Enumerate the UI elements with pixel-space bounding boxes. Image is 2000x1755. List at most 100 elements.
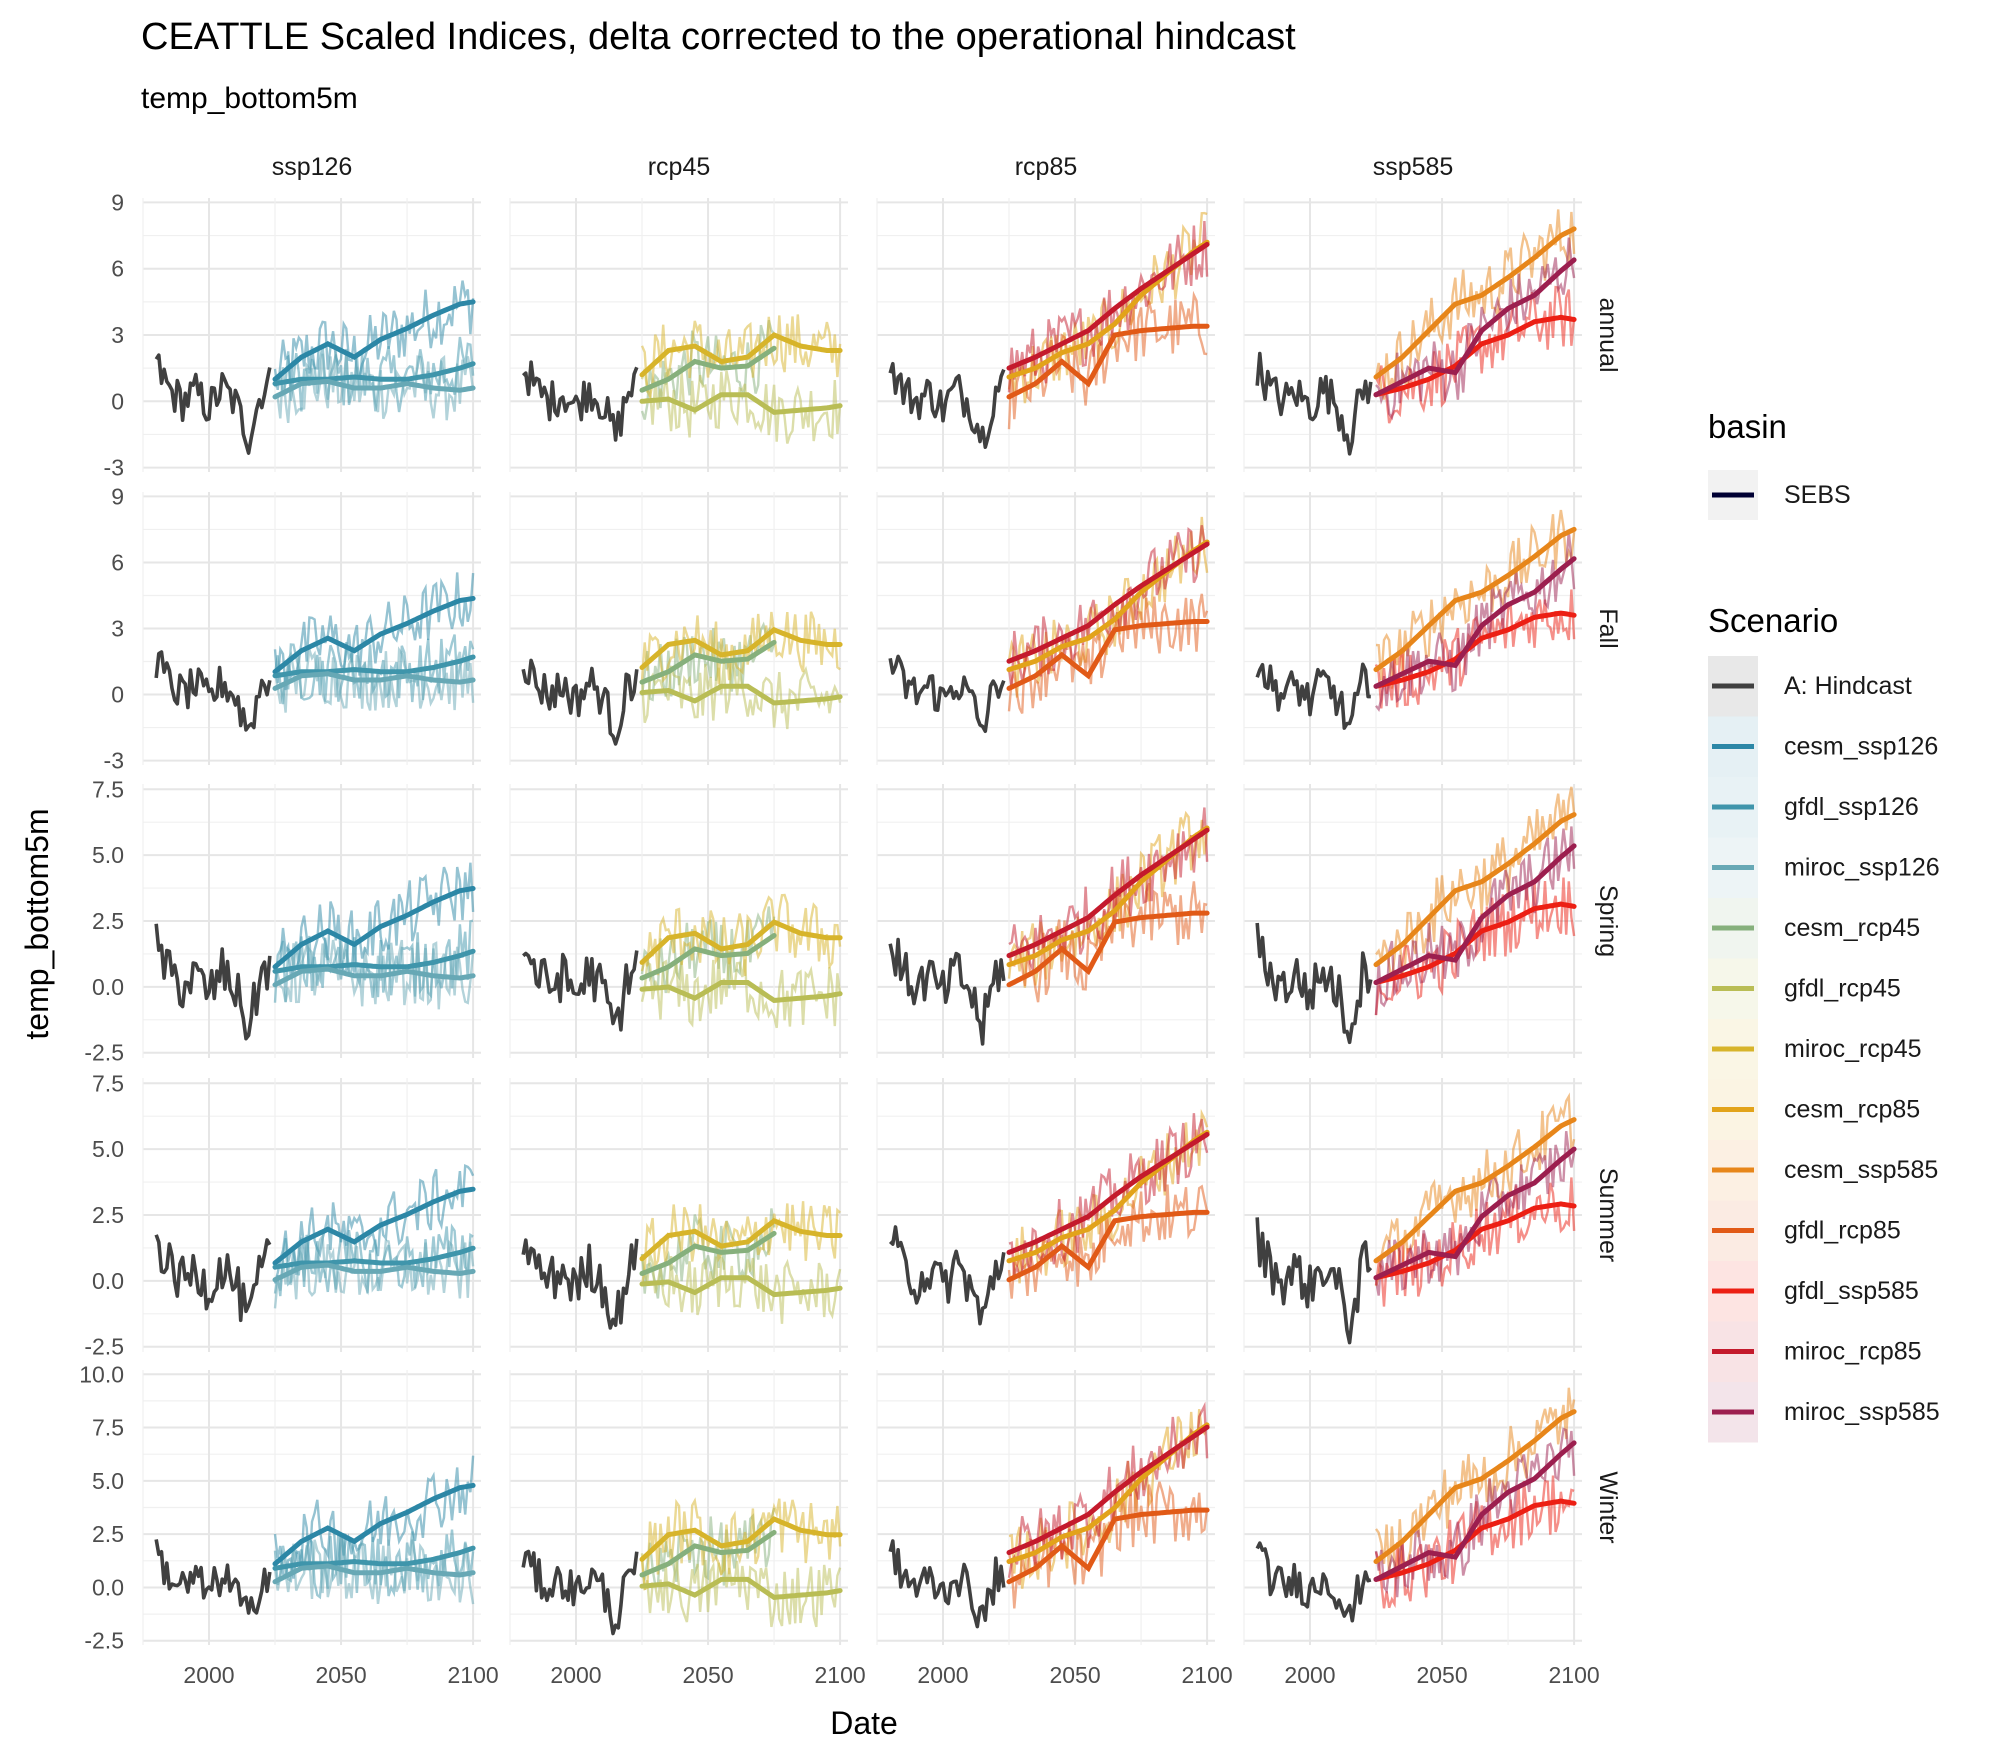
- series-trend-line: [1006, 1424, 1210, 1556]
- series-annual-line: [640, 658, 842, 730]
- series-hindcast-line: [888, 937, 1006, 1046]
- chart-title: CEATTLE Scaled Indices, delta corrected …: [141, 16, 1296, 58]
- y-tick-label: 2.5: [92, 1202, 124, 1228]
- y-axis-label: temp_bottom5m: [19, 808, 55, 1039]
- series-trend-line: [639, 980, 843, 1003]
- series-trend-line: [272, 1245, 476, 1270]
- series-annual-line: [640, 314, 842, 401]
- x-tick-label: 2100: [814, 1662, 865, 1688]
- series-annual-line: [640, 950, 842, 1029]
- facet-panel: [509, 492, 848, 765]
- series-trend-line: [639, 1516, 843, 1562]
- facet-row-label: Spring: [1594, 885, 1622, 957]
- series-annual-line: [1375, 531, 1576, 712]
- series-trend-line: [639, 683, 843, 706]
- x-tick-label: 2100: [1181, 1662, 1232, 1688]
- series-hindcast-line: [521, 1238, 639, 1330]
- facet-column-label: rcp45: [648, 153, 711, 181]
- series-trend-line: [272, 671, 476, 691]
- series-trend-line: [639, 345, 777, 393]
- y-tick-label: 0.0: [92, 1268, 124, 1294]
- series-trend-line: [1006, 619, 1210, 691]
- facet-panel: [509, 784, 848, 1058]
- series-hindcast-line: [154, 1234, 272, 1323]
- series-trend-line: [1006, 1209, 1210, 1283]
- series-trend-line: [272, 948, 476, 974]
- series-trend-line: [1373, 257, 1577, 398]
- x-tick-label: 2000: [183, 1662, 234, 1688]
- y-tick-label: 7.5: [92, 776, 124, 802]
- series-trend-line: [1373, 843, 1577, 985]
- legend-label: cesm_ssp585: [1784, 1156, 1938, 1184]
- facet-panels: ssp126 rcp45 rcp85 ssp585 annual -3 0 3 6 9 Fall -3…: [79, 153, 1622, 1688]
- series-trend-line: [1006, 323, 1210, 400]
- series-hindcast-line: [1255, 1541, 1372, 1623]
- y-tick-label: 10.0: [79, 1361, 124, 1387]
- series-trend-line: [272, 886, 476, 970]
- series-annual-line: [1374, 285, 1576, 424]
- y-tick-label: 5.0: [92, 1136, 124, 1162]
- series-annual-line: [273, 646, 475, 713]
- series-trend-line: [1373, 901, 1577, 985]
- y-tick-label: -3: [104, 748, 124, 774]
- facet-panel: [876, 1370, 1215, 1645]
- legend-scenario-title: Scenario: [1708, 602, 1838, 639]
- series-trend-line: [272, 654, 476, 679]
- x-tick-label: 2000: [1284, 1662, 1335, 1688]
- series-annual-line: [640, 1201, 841, 1287]
- legend-label: gfdl_ssp126: [1784, 793, 1919, 821]
- facet-panel: [1243, 492, 1582, 765]
- series-trend-line: [272, 595, 476, 675]
- series-hindcast-line: [888, 654, 1006, 734]
- y-tick-label: 7.5: [92, 1070, 124, 1096]
- series-annual-line: [640, 621, 776, 702]
- facet-row-label: Fall: [1594, 608, 1622, 648]
- series-hindcast-line: [154, 923, 272, 1041]
- series-hindcast-line: [1255, 351, 1373, 456]
- series-trend-line: [639, 626, 843, 670]
- series-trend-line: [1373, 812, 1577, 968]
- series-annual-line: [1374, 877, 1576, 1016]
- legend-label: gfdl_rcp45: [1784, 975, 1901, 1003]
- series-hindcast-line: [888, 1225, 1006, 1326]
- series-trend-line: [1373, 226, 1577, 380]
- facet-row-label: Winter: [1594, 1471, 1622, 1543]
- series-trend-line: [1373, 1117, 1577, 1264]
- series-trend-line: [1006, 541, 1210, 664]
- series-trend-line: [1006, 241, 1210, 371]
- y-tick-label: 2.5: [92, 908, 124, 934]
- series-trend-line: [639, 392, 843, 415]
- series-annual-line: [1374, 1131, 1576, 1296]
- x-tick-label: 2100: [447, 1662, 498, 1688]
- legend-label: gfdl_rcp85: [1784, 1217, 1901, 1245]
- facet-panel: [876, 198, 1215, 472]
- series-trend-line: [639, 639, 777, 685]
- facet-panel: [142, 1370, 481, 1645]
- y-tick-label: 0.0: [92, 974, 124, 1000]
- series-hindcast-line: [521, 1549, 639, 1636]
- legend-label: gfdl_ssp585: [1784, 1277, 1919, 1305]
- y-tick-label: 5.0: [92, 1468, 124, 1494]
- facet-column-label: rcp85: [1015, 153, 1078, 181]
- series-hindcast-line: [1255, 922, 1373, 1045]
- series-trend-line: [1373, 314, 1577, 398]
- y-tick-label: 0.0: [92, 1574, 124, 1600]
- series-trend-line: [639, 933, 777, 981]
- series-trend-line: [272, 361, 476, 387]
- facet-panel: [876, 1078, 1215, 1352]
- x-tick-label: 2000: [917, 1662, 968, 1688]
- series-trend-line: [272, 1186, 476, 1266]
- y-tick-label: 5.0: [92, 842, 124, 868]
- series-trend-line: [1373, 556, 1577, 689]
- legend-label: cesm_rcp45: [1784, 914, 1920, 942]
- series-annual-line: [1008, 807, 1209, 970]
- series-annual-line: [274, 939, 475, 1010]
- series-hindcast-line: [888, 361, 1006, 450]
- series-annual-line: [1374, 826, 1576, 1016]
- legend-label: miroc_rcp45: [1784, 1035, 1922, 1063]
- y-tick-label: -2.5: [84, 1334, 124, 1360]
- series-annual-line: [640, 1208, 776, 1299]
- x-tick-label: 2050: [1049, 1662, 1100, 1688]
- y-tick-label: 0: [111, 388, 124, 414]
